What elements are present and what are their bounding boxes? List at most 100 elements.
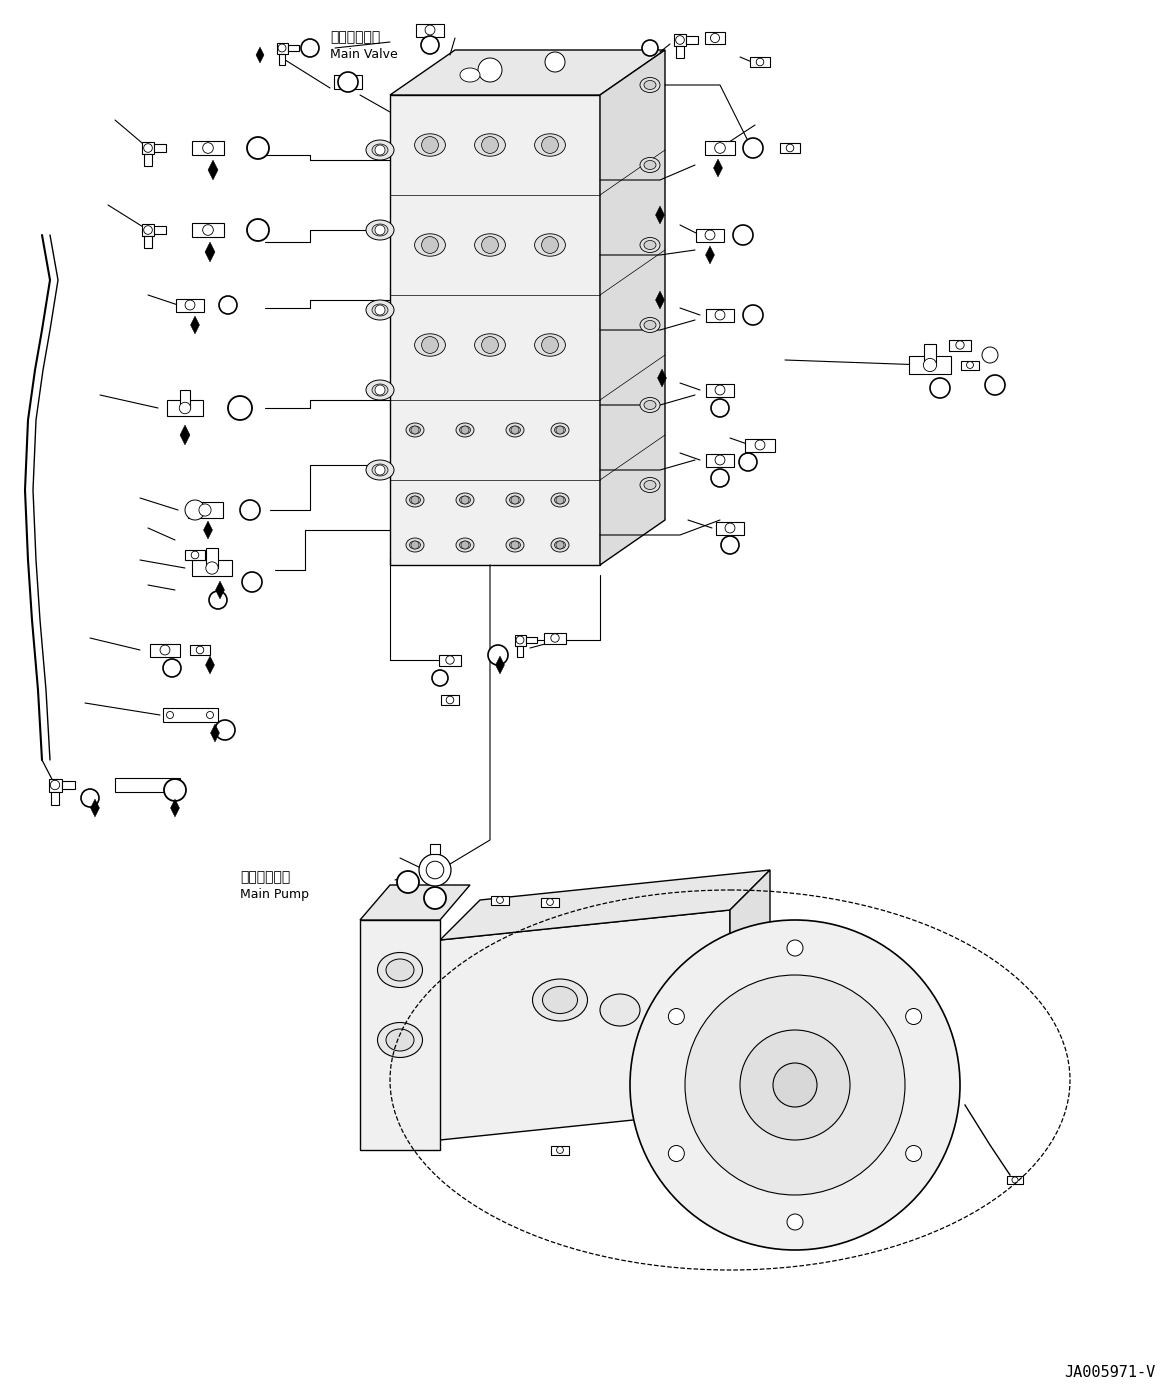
Circle shape xyxy=(143,225,153,234)
Circle shape xyxy=(421,336,438,353)
Polygon shape xyxy=(216,581,224,599)
Ellipse shape xyxy=(506,423,524,437)
Circle shape xyxy=(421,237,438,253)
Circle shape xyxy=(743,139,763,158)
Polygon shape xyxy=(714,160,722,176)
Bar xyxy=(416,24,444,36)
Bar xyxy=(441,694,459,706)
Circle shape xyxy=(278,43,286,52)
Circle shape xyxy=(421,36,439,55)
Circle shape xyxy=(375,465,385,475)
Polygon shape xyxy=(208,160,218,181)
Polygon shape xyxy=(440,869,770,939)
Circle shape xyxy=(930,378,950,398)
Circle shape xyxy=(711,399,729,417)
Circle shape xyxy=(905,1145,922,1162)
Circle shape xyxy=(185,500,205,519)
Circle shape xyxy=(772,1063,817,1107)
Circle shape xyxy=(715,455,724,465)
Circle shape xyxy=(411,496,419,504)
Circle shape xyxy=(733,225,753,245)
Circle shape xyxy=(397,871,419,893)
Ellipse shape xyxy=(474,234,505,256)
Circle shape xyxy=(163,659,181,678)
Text: メインバルブ: メインバルブ xyxy=(330,29,380,43)
Ellipse shape xyxy=(372,384,387,396)
Ellipse shape xyxy=(640,398,660,413)
Circle shape xyxy=(710,34,720,42)
Ellipse shape xyxy=(366,379,394,400)
Ellipse shape xyxy=(551,423,569,437)
Circle shape xyxy=(426,861,444,879)
Bar xyxy=(706,309,734,322)
Bar xyxy=(706,141,735,155)
Ellipse shape xyxy=(551,493,569,507)
Ellipse shape xyxy=(640,477,660,493)
Bar xyxy=(333,76,362,90)
Circle shape xyxy=(726,524,735,533)
Polygon shape xyxy=(90,799,100,818)
Bar xyxy=(115,778,180,792)
Bar xyxy=(750,57,770,67)
Polygon shape xyxy=(390,50,664,95)
Bar xyxy=(962,361,979,370)
Bar xyxy=(780,143,799,153)
Bar xyxy=(924,344,936,365)
Circle shape xyxy=(488,645,508,665)
Ellipse shape xyxy=(510,540,520,549)
Circle shape xyxy=(185,300,195,309)
Ellipse shape xyxy=(645,480,656,490)
Circle shape xyxy=(721,536,738,554)
Polygon shape xyxy=(730,869,770,1110)
Circle shape xyxy=(706,230,715,239)
Bar xyxy=(190,645,210,655)
Bar xyxy=(949,340,971,351)
Bar xyxy=(551,1147,569,1155)
Bar xyxy=(278,53,285,64)
Circle shape xyxy=(676,35,684,45)
Text: JA005971-V: JA005971-V xyxy=(1064,1365,1155,1380)
Circle shape xyxy=(203,143,214,154)
Ellipse shape xyxy=(167,711,174,718)
Ellipse shape xyxy=(640,77,660,92)
Circle shape xyxy=(419,854,451,886)
Bar xyxy=(1007,1176,1023,1184)
Bar xyxy=(188,503,223,518)
Circle shape xyxy=(668,1008,684,1025)
Ellipse shape xyxy=(410,496,420,504)
Ellipse shape xyxy=(551,538,569,552)
Bar xyxy=(193,223,224,237)
Bar xyxy=(144,237,151,248)
Circle shape xyxy=(541,336,559,353)
Circle shape xyxy=(446,655,454,664)
Circle shape xyxy=(547,899,553,906)
Ellipse shape xyxy=(645,321,656,329)
Bar xyxy=(154,144,166,151)
Circle shape xyxy=(432,671,448,686)
Circle shape xyxy=(338,71,358,92)
Polygon shape xyxy=(256,48,264,63)
Bar xyxy=(154,227,166,234)
Bar xyxy=(706,384,734,398)
Circle shape xyxy=(425,25,434,35)
Circle shape xyxy=(481,336,499,353)
Ellipse shape xyxy=(640,238,660,252)
Text: Main Valve: Main Valve xyxy=(330,48,398,62)
Ellipse shape xyxy=(534,234,566,256)
Circle shape xyxy=(461,540,468,549)
Bar xyxy=(909,356,951,374)
Ellipse shape xyxy=(456,423,474,437)
Bar xyxy=(491,896,510,904)
Circle shape xyxy=(375,385,385,395)
Ellipse shape xyxy=(366,300,394,321)
Bar xyxy=(193,560,231,577)
Circle shape xyxy=(446,696,454,704)
Circle shape xyxy=(461,496,468,504)
Circle shape xyxy=(481,137,499,154)
Circle shape xyxy=(50,780,60,790)
Bar xyxy=(193,141,224,155)
Polygon shape xyxy=(205,657,215,673)
Circle shape xyxy=(228,396,252,420)
Circle shape xyxy=(738,454,757,470)
Ellipse shape xyxy=(414,333,445,356)
